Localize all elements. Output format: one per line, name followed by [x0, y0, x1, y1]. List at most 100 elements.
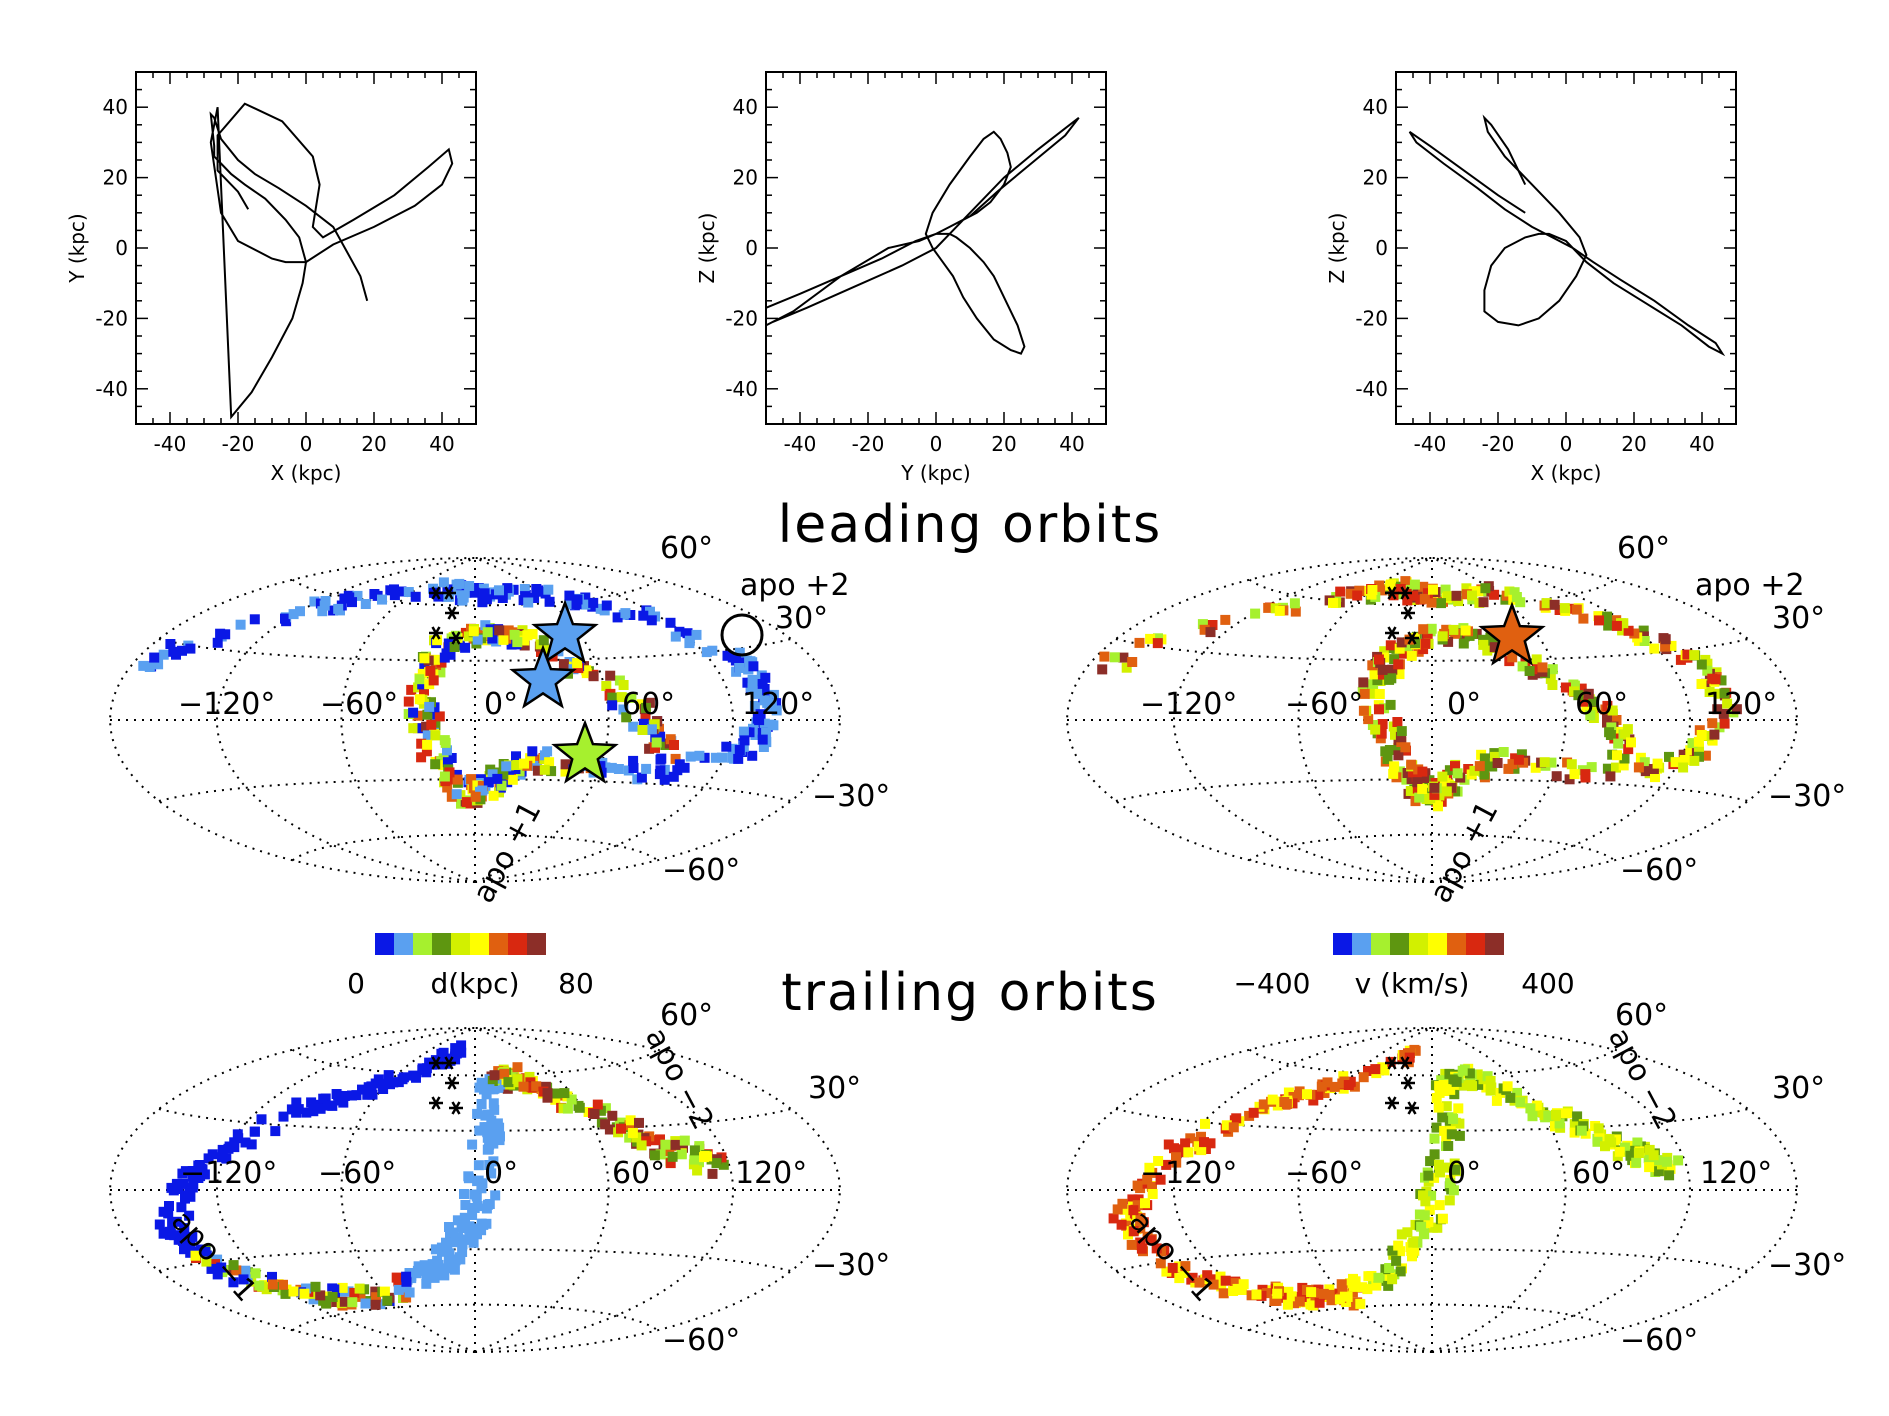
stream-point — [625, 1115, 636, 1126]
stream-point — [1373, 1272, 1384, 1283]
x-tick-label: 0 — [930, 432, 943, 456]
meridian — [1431, 1027, 1567, 1353]
apo-plus2-label: apo +2 — [1695, 568, 1805, 603]
x-tick-label: 0 — [1560, 432, 1573, 456]
stream-point — [1180, 1138, 1191, 1149]
stream-point — [1440, 584, 1451, 595]
stream-point — [464, 1228, 475, 1239]
stream-point — [1513, 754, 1524, 765]
stream-point — [1693, 736, 1704, 747]
stream-point — [232, 1129, 243, 1140]
stream-point — [1450, 1164, 1461, 1175]
stream-point — [612, 612, 623, 623]
stream-point — [1230, 1278, 1241, 1289]
stream-point — [1399, 1050, 1410, 1060]
stream-point — [306, 1097, 317, 1108]
stream-point — [1326, 1295, 1337, 1306]
meridian — [1431, 557, 1799, 883]
stream-point — [757, 734, 768, 745]
stream-point — [676, 1149, 687, 1160]
stream-point — [466, 774, 477, 785]
x-tick-label: 20 — [991, 432, 1016, 456]
stream-point — [403, 587, 414, 597]
stream-point — [249, 614, 260, 625]
stream-point — [539, 764, 550, 775]
stream-point — [1329, 1081, 1340, 1092]
stream-point — [484, 1199, 495, 1209]
stream-point — [580, 592, 591, 603]
stream-point — [1441, 1131, 1452, 1142]
stream-point — [1714, 722, 1725, 733]
asterisk-marker — [1403, 1076, 1413, 1090]
stream-point — [754, 715, 765, 726]
lon-label: −60° — [320, 687, 398, 722]
stream-point — [1448, 1185, 1459, 1196]
stream-point — [1454, 1130, 1465, 1141]
stream-point — [1359, 688, 1370, 699]
stream-point — [1097, 664, 1108, 675]
stream-point — [560, 759, 571, 770]
stream-point — [501, 761, 512, 772]
stream-point — [228, 1260, 239, 1271]
stream-point — [1531, 1100, 1542, 1111]
stream-point — [1220, 1275, 1231, 1286]
stream-point — [595, 1105, 606, 1116]
stream-point — [482, 1144, 493, 1155]
y-tick-label: -40 — [95, 377, 128, 401]
stream-point — [217, 1152, 227, 1163]
colorbar-swatch — [470, 933, 489, 955]
stream-point — [200, 1247, 211, 1257]
lon-label: −120° — [180, 1156, 277, 1191]
stream-point — [288, 1286, 299, 1297]
colorbar-swatch — [508, 933, 527, 955]
stream-point — [1232, 1283, 1243, 1294]
stream-point — [393, 1077, 404, 1088]
stream-point — [280, 613, 290, 624]
stream-point — [469, 587, 480, 598]
stream-point — [436, 1048, 447, 1059]
stream-point — [440, 1263, 451, 1274]
stream-point — [1152, 638, 1163, 649]
stream-point — [1250, 608, 1261, 619]
stream-point — [1660, 634, 1671, 645]
stream-point — [438, 577, 449, 588]
stream-point — [641, 763, 652, 774]
stream-point — [1387, 1245, 1398, 1256]
lon-label: −120° — [178, 687, 275, 722]
stream-point — [1687, 738, 1698, 749]
stream-point — [176, 1202, 187, 1213]
stream-point — [1433, 1102, 1444, 1113]
stream-point — [636, 1140, 647, 1151]
stream-point — [444, 1254, 455, 1265]
stream-point — [278, 1111, 289, 1122]
stream-point — [1429, 782, 1440, 793]
stream-point — [1379, 646, 1390, 657]
stream-point — [310, 1281, 321, 1292]
stream-point — [1472, 1069, 1483, 1080]
stream-point — [396, 586, 407, 597]
stream-point — [1478, 597, 1489, 608]
colorbar-swatch — [432, 933, 451, 955]
stream-point — [494, 1135, 505, 1146]
parallel — [158, 1248, 792, 1272]
stream-point — [1569, 680, 1580, 691]
stream-point — [659, 774, 670, 785]
stream-point — [1503, 763, 1514, 774]
stream-point — [489, 1123, 500, 1134]
stream-point — [1288, 1092, 1299, 1102]
stream-point — [1713, 688, 1724, 699]
stream-point — [1376, 728, 1387, 739]
stream-point — [1183, 1147, 1194, 1158]
sky-labels-leading-v: −120° −60° 0° 60° 120° 60° 30° −30° −60° — [1140, 531, 1846, 888]
stream-point — [1703, 731, 1714, 741]
stream-point — [377, 1080, 388, 1091]
stream-point — [328, 605, 339, 616]
stream-point — [1385, 640, 1396, 651]
meridian — [1431, 557, 1567, 883]
stream-point — [664, 1146, 675, 1157]
stream-point — [1560, 682, 1571, 693]
stream-point — [1607, 705, 1618, 716]
stream-point — [511, 751, 521, 762]
stream-point — [646, 724, 657, 735]
stream-point — [1611, 620, 1622, 631]
